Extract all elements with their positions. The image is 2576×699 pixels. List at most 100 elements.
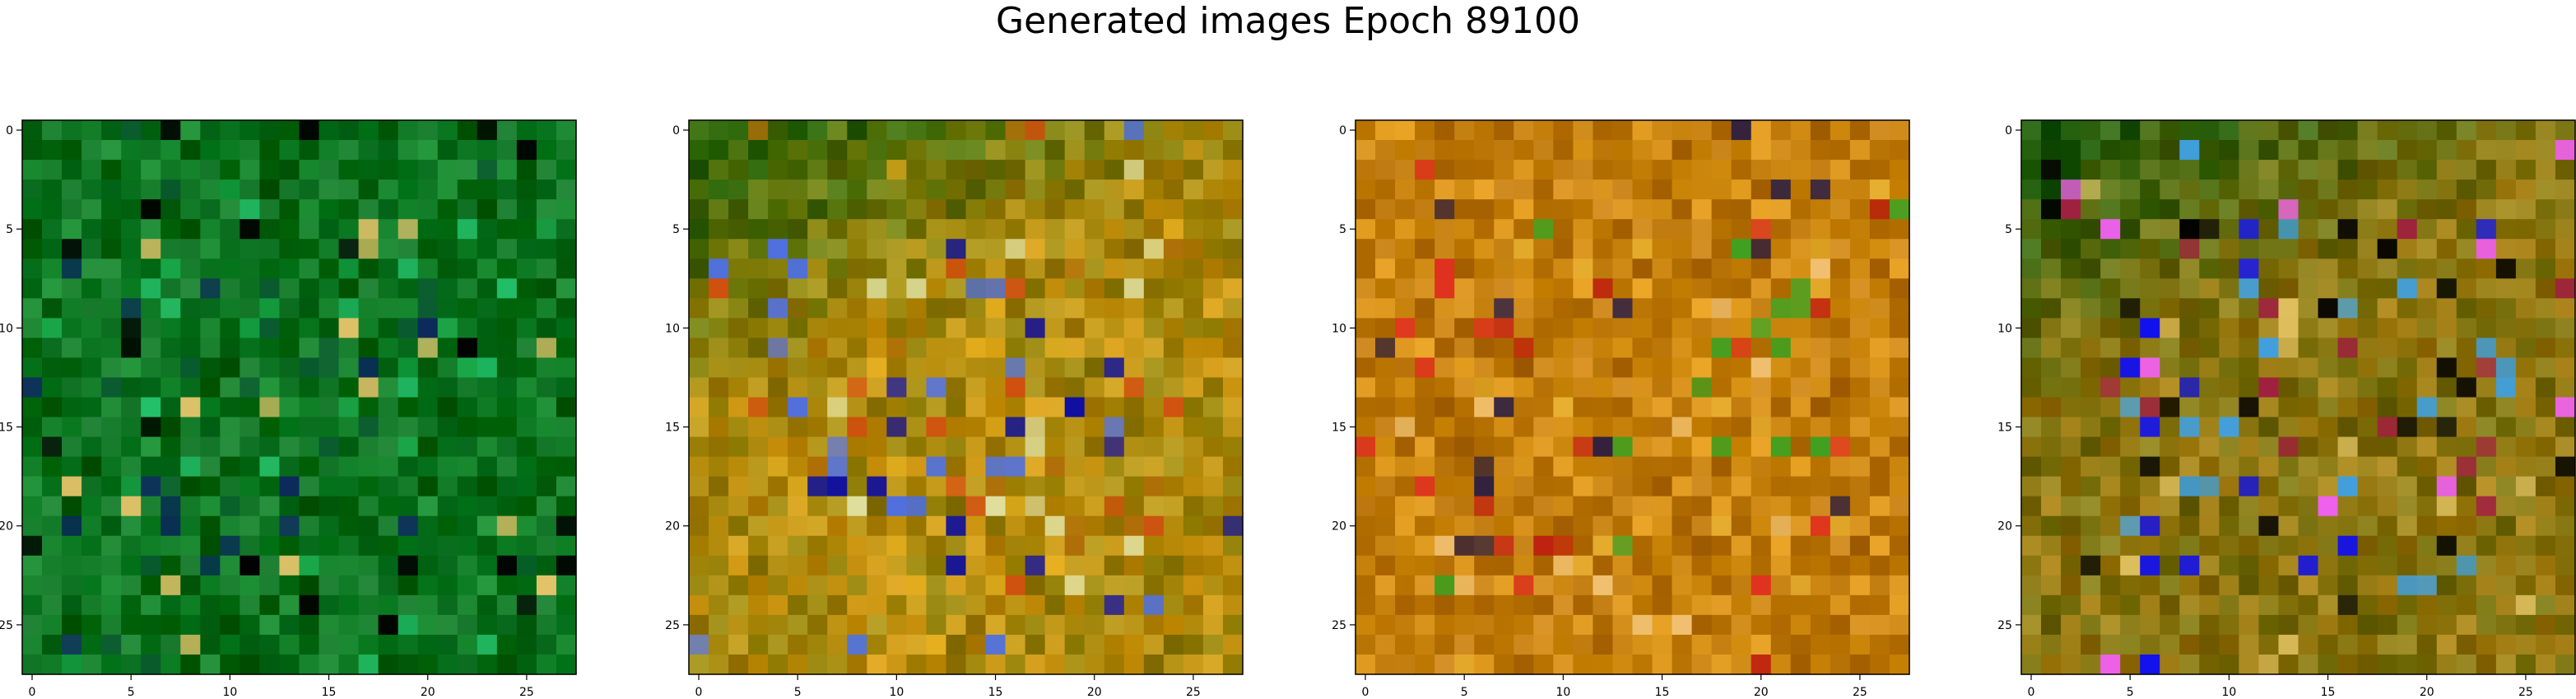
pixel-cell: [2258, 278, 2280, 299]
pixel-cell: [2199, 555, 2220, 576]
pixel-cell: [101, 456, 122, 478]
pixel-cell: [2337, 259, 2359, 279]
pixel-cell: [437, 515, 458, 537]
pixel-cell: [2515, 476, 2536, 497]
pixel-cell: [417, 535, 439, 557]
pixel-cell: [239, 338, 261, 359]
pixel-cell: [338, 594, 360, 616]
pixel-cell: [121, 278, 142, 299]
pixel-cell: [42, 179, 63, 200]
pixel-cell: [2318, 496, 2339, 517]
pixel-cell: [239, 476, 261, 497]
pixel-cell: [239, 535, 261, 557]
pixel-cell: [2416, 318, 2438, 338]
pixel-cell: [2476, 496, 2497, 517]
x-tick-label: 10: [2221, 686, 2236, 699]
pixel-cell: [477, 338, 498, 359]
pixel-cell: [2416, 496, 2438, 517]
pixel-cell: [457, 278, 478, 299]
pixel-cell: [2298, 338, 2319, 359]
pixel-cell: [62, 357, 82, 379]
pixel-cell: [2397, 179, 2418, 200]
pixel-cell: [200, 318, 221, 338]
pixel-cell: [2298, 515, 2319, 537]
pixel-cell: [536, 278, 557, 299]
pixel-cell: [220, 278, 240, 299]
pixel-cell: [2258, 357, 2280, 379]
pixel-cell: [516, 120, 537, 141]
pixel-cell: [378, 278, 399, 299]
pixel-cell: [2239, 338, 2260, 359]
pixel-cell: [2120, 179, 2141, 200]
pixel-cell: [2495, 259, 2517, 279]
pixel-cell: [259, 357, 281, 379]
pixel-cell: [2041, 614, 2062, 636]
pixel-cell: [2081, 654, 2101, 675]
pixel-cell: [160, 298, 181, 319]
pixel-cell: [200, 555, 221, 576]
pixel-cell: [160, 417, 181, 438]
pixel-cell: [2337, 377, 2359, 398]
pixel-cell: [2555, 199, 2576, 220]
pixel-cell: [200, 179, 221, 200]
pixel-cell: [2456, 179, 2477, 200]
pixel-cell: [319, 515, 340, 537]
pixel-cell: [101, 338, 122, 359]
pixel-cell: [2416, 120, 2438, 141]
pixel-cell: [516, 555, 537, 576]
pixel-cell: [477, 199, 498, 220]
pixel-cell: [319, 575, 340, 596]
pixel-cell: [2061, 496, 2081, 517]
pixel-cell: [2555, 515, 2576, 537]
pixel-cell: [239, 555, 261, 576]
pixel-cell: [2436, 239, 2457, 259]
pixel-cell: [2555, 456, 2576, 478]
pixel-cell: [378, 199, 399, 220]
pixel-cell: [160, 535, 181, 557]
pixel-cell: [239, 219, 261, 240]
pixel-cell: [2081, 515, 2101, 537]
pixel-cell: [2061, 476, 2081, 497]
pixel-cell: [2298, 555, 2319, 576]
pixel-cell: [2179, 160, 2200, 180]
pixel-cell: [62, 278, 82, 299]
pixel-cell: [2357, 476, 2378, 497]
pixel-cell: [2021, 417, 2042, 438]
pixel-cell: [536, 377, 557, 398]
pixel-cell: [299, 179, 320, 200]
pixel-cell: [2061, 575, 2081, 596]
pixel-cell: [2258, 160, 2280, 180]
pixel-cell: [2456, 654, 2477, 675]
pixel-cell: [2179, 199, 2200, 220]
pixel-cell: [160, 357, 181, 379]
pixel-cell: [477, 278, 498, 299]
pixel-cell: [2298, 199, 2319, 220]
pixel-cell: [2199, 278, 2220, 299]
pixel-cell: [141, 219, 161, 240]
pixel-cell: [42, 397, 63, 418]
pixel-cell: [200, 278, 221, 299]
pixel-cell: [2278, 160, 2299, 180]
pixel-cell: [2239, 614, 2260, 636]
pixel-cell: [160, 555, 181, 576]
pixel-cell: [496, 357, 518, 379]
pixel-cell: [2416, 338, 2438, 359]
pixel-cell: [556, 259, 577, 279]
pixel-cell: [279, 456, 300, 478]
pixel-cell: [160, 436, 181, 458]
pixel-cell: [437, 456, 458, 478]
pixel-cell: [2160, 654, 2180, 675]
pixel-cell: [220, 357, 240, 379]
pixel-cell: [319, 377, 340, 398]
pixel-cell: [220, 436, 240, 458]
pixel-cell: [220, 476, 240, 497]
pixel-cell: [2555, 140, 2576, 161]
pixel-cell: [2140, 417, 2160, 438]
pixel-cell: [2515, 575, 2536, 596]
pixel-cell: [2021, 179, 2042, 200]
pixel-cell: [299, 318, 320, 338]
pixel-cell: [2258, 436, 2280, 458]
pixel-cell: [2120, 634, 2141, 655]
pixel-cell: [358, 476, 379, 497]
pixel-cell: [42, 140, 63, 161]
